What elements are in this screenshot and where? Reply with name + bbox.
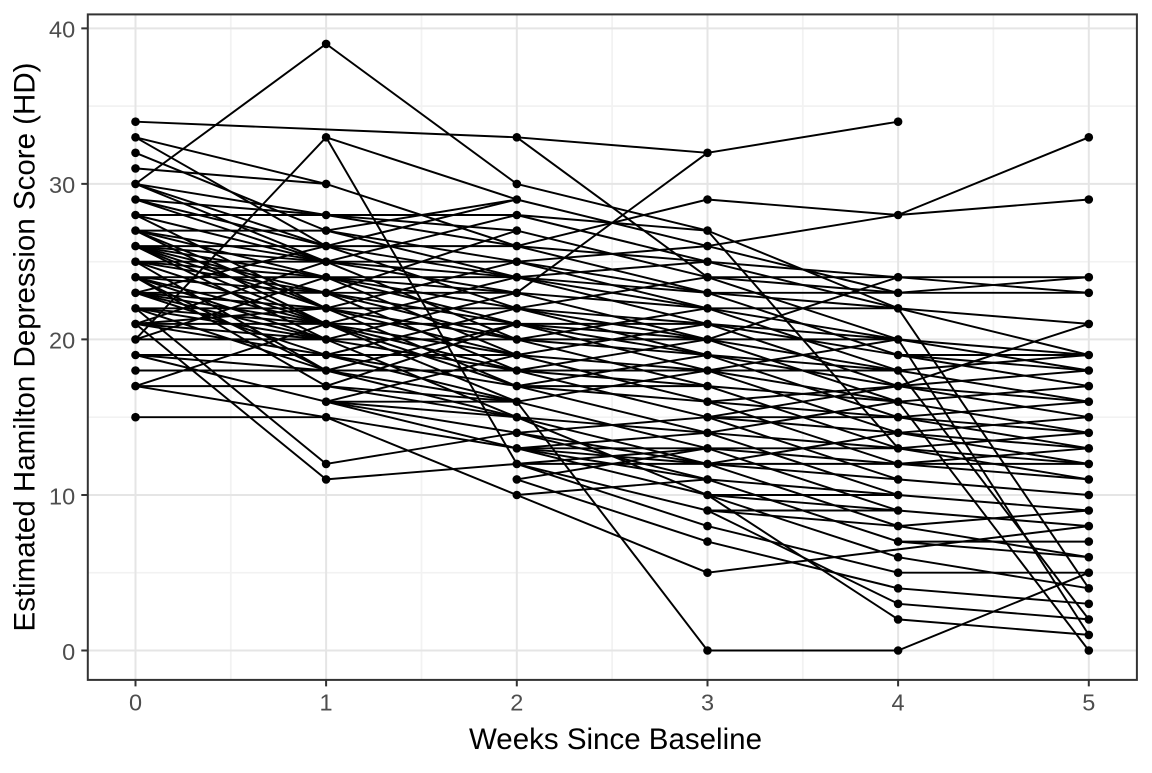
svg-text:2: 2 — [510, 690, 523, 716]
svg-text:40: 40 — [49, 17, 75, 43]
svg-text:0: 0 — [62, 639, 75, 665]
svg-text:Weeks Since Baseline: Weeks Since Baseline — [469, 723, 762, 756]
svg-text:20: 20 — [49, 328, 75, 354]
svg-text:0: 0 — [129, 690, 142, 716]
svg-text:10: 10 — [49, 483, 75, 509]
svg-text:5: 5 — [1082, 690, 1095, 716]
svg-text:3: 3 — [701, 690, 714, 716]
svg-text:30: 30 — [49, 172, 75, 198]
svg-text:Estimated Hamilton Depression: Estimated Hamilton Depression Score (HD) — [8, 63, 41, 632]
svg-text:4: 4 — [892, 690, 905, 716]
svg-text:1: 1 — [320, 690, 333, 716]
